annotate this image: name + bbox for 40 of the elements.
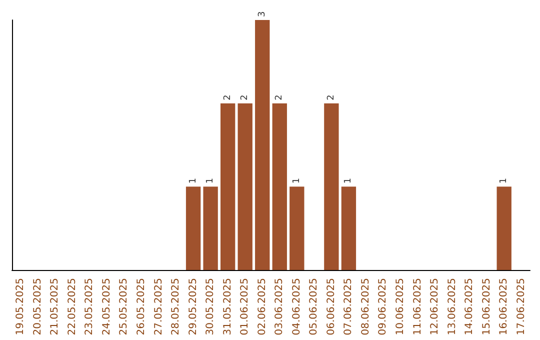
x-tick-label: 24.05.2025 bbox=[101, 278, 112, 336]
data-label: 2 bbox=[240, 94, 250, 100]
x-tick-label: 01.06.2025 bbox=[240, 278, 251, 336]
x-tick-label: 20.05.2025 bbox=[32, 278, 44, 336]
x-tick-label: 30.05.2025 bbox=[205, 278, 216, 336]
x-tick-label: 31.05.2025 bbox=[222, 278, 234, 336]
x-tick-label: 25.05.2025 bbox=[118, 278, 130, 336]
x-tick-label: 19.05.2025 bbox=[15, 278, 26, 336]
data-label: 1 bbox=[206, 178, 216, 184]
x-tick-label: 08.06.2025 bbox=[360, 278, 372, 336]
data-label: 3 bbox=[257, 11, 268, 17]
x-tick-label: 13.06.2025 bbox=[446, 278, 458, 336]
data-label: 1 bbox=[499, 178, 510, 184]
x-tick-label: 28.05.2025 bbox=[170, 278, 182, 336]
data-label: 2 bbox=[326, 94, 336, 100]
data-label: 1 bbox=[188, 178, 198, 184]
x-tick-label: 06.06.2025 bbox=[326, 278, 337, 336]
data-label: 2 bbox=[274, 94, 285, 100]
x-tick-label: 03.06.2025 bbox=[274, 278, 286, 336]
x-tick-label: 02.06.2025 bbox=[256, 278, 268, 336]
data-label: 1 bbox=[292, 178, 302, 184]
x-tick-label: 15.06.2025 bbox=[481, 278, 492, 336]
x-tick-label: 17.06.2025 bbox=[516, 278, 527, 336]
x-tick-label: 09.06.2025 bbox=[378, 278, 389, 336]
x-tick-label: 12.06.2025 bbox=[430, 278, 441, 336]
data-label: 1 bbox=[344, 178, 354, 184]
x-tick-label: 07.06.2025 bbox=[343, 278, 354, 336]
x-tick-label: 29.05.2025 bbox=[188, 278, 199, 336]
x-tick-label: 10.06.2025 bbox=[395, 278, 406, 336]
x-tick-label: 26.05.2025 bbox=[136, 278, 147, 336]
x-tick-label: 04.06.2025 bbox=[291, 278, 302, 336]
x-tick-label: 11.06.2025 bbox=[412, 278, 424, 336]
data-label: 2 bbox=[222, 94, 233, 100]
x-tick-label: 14.06.2025 bbox=[464, 278, 476, 336]
x-tick-label: 16.06.2025 bbox=[498, 278, 510, 336]
x-tick-label: 22.05.2025 bbox=[66, 278, 78, 336]
x-tick-label: 21.05.2025 bbox=[50, 278, 61, 336]
x-tick-label: 27.05.2025 bbox=[153, 278, 164, 336]
x-tick-label: 23.05.2025 bbox=[84, 278, 96, 336]
x-tick-label: 05.06.2025 bbox=[308, 278, 320, 336]
